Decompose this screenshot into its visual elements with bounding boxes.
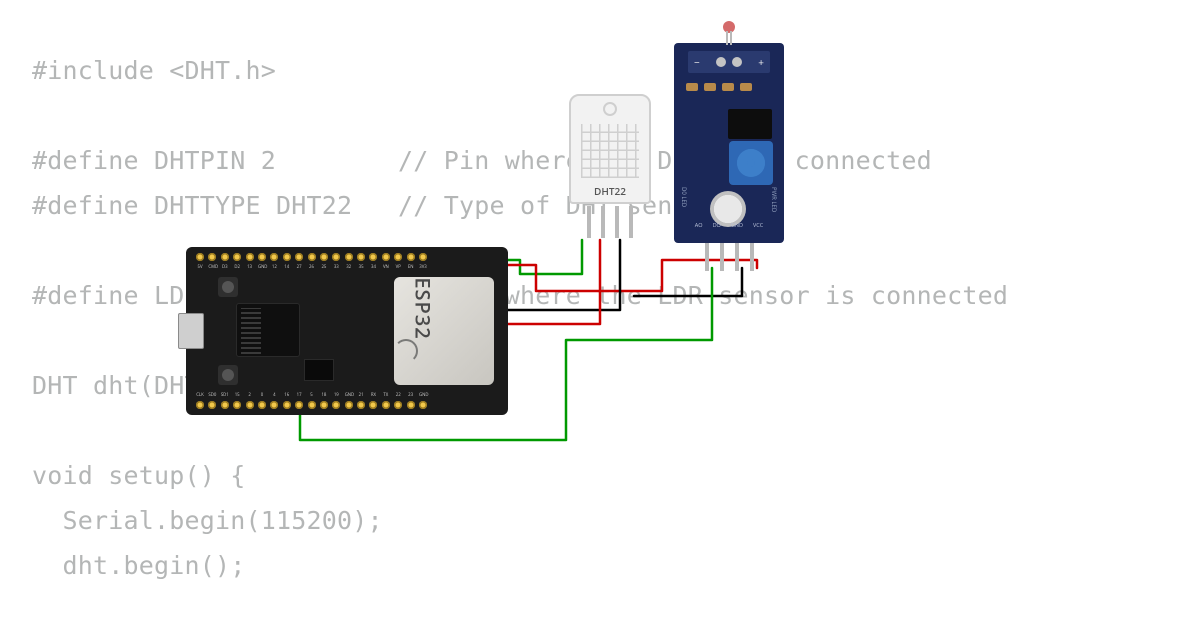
ldr-photocell-icon [723,21,735,43]
code-background: #include <DHT.h> #define DHTPIN 2 // Pin… [32,48,1008,588]
